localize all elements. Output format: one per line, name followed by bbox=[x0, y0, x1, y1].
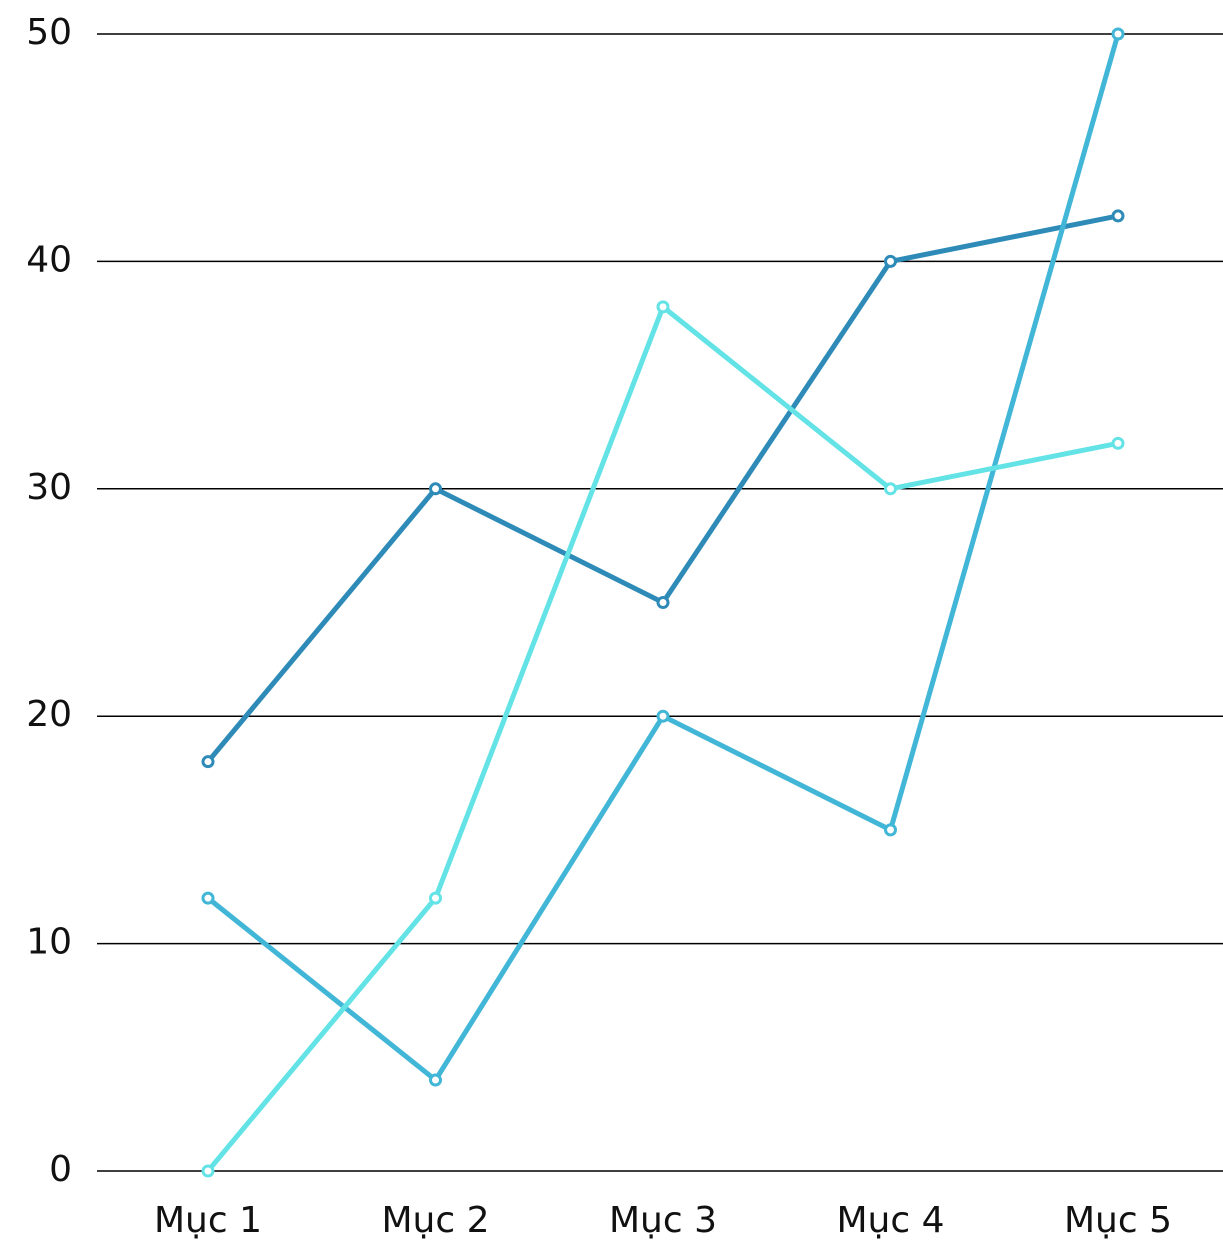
point bbox=[201, 891, 215, 905]
point bbox=[201, 755, 215, 769]
y-tick-label: 50 bbox=[26, 12, 72, 53]
x-tick-label: Mục 4 bbox=[836, 1200, 944, 1241]
x-tick-label: Mục 5 bbox=[1064, 1200, 1172, 1241]
y-tick-label: 40 bbox=[26, 239, 72, 280]
y-tick-label: 30 bbox=[26, 467, 72, 508]
x-tick-label: Mục 2 bbox=[381, 1200, 489, 1241]
point bbox=[884, 823, 897, 837]
y-tick-label: 0 bbox=[49, 1149, 72, 1190]
point bbox=[1111, 27, 1125, 41]
point bbox=[1111, 209, 1125, 223]
y-tick-label: 10 bbox=[26, 922, 72, 963]
point bbox=[884, 254, 897, 268]
x-tick-label: Mục 3 bbox=[609, 1200, 717, 1241]
point bbox=[656, 300, 670, 314]
point bbox=[201, 1164, 215, 1178]
point bbox=[656, 709, 670, 723]
series-line bbox=[206, 304, 1119, 1173]
point bbox=[429, 891, 442, 905]
point bbox=[656, 596, 670, 609]
point bbox=[1111, 436, 1125, 450]
series-line bbox=[206, 33, 1121, 1083]
point bbox=[429, 482, 442, 496]
point bbox=[429, 1073, 442, 1087]
y-tick-label: 20 bbox=[26, 694, 72, 735]
x-tick-label: Mục 1 bbox=[154, 1200, 262, 1241]
point bbox=[884, 482, 897, 496]
